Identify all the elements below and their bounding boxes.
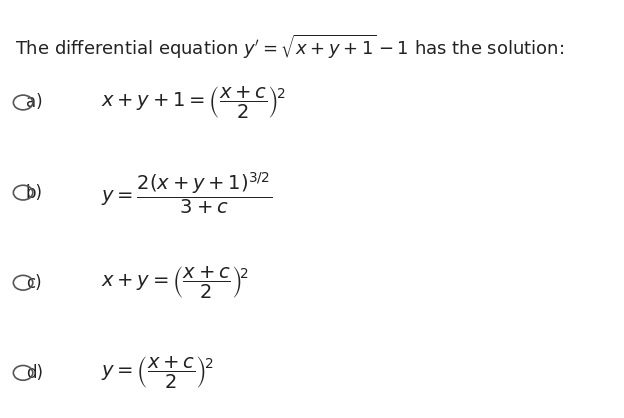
Text: $x + y + 1 = \left(\dfrac{x+c}{2}\right)^{\!2}$: $x + y + 1 = \left(\dfrac{x+c}{2}\right)… bbox=[102, 84, 286, 120]
Text: a): a) bbox=[26, 94, 42, 112]
Text: $x + y = \left(\dfrac{x+c}{2}\right)^{\!2}$: $x + y = \left(\dfrac{x+c}{2}\right)^{\!… bbox=[102, 265, 250, 301]
Text: The differential equation $y' = \sqrt{x+y+1} - 1$ has the solution:: The differential equation $y' = \sqrt{x+… bbox=[15, 33, 564, 61]
Text: b): b) bbox=[26, 184, 43, 201]
Text: d): d) bbox=[26, 364, 43, 382]
Text: c): c) bbox=[26, 274, 41, 292]
Text: $y = \left(\dfrac{x+c}{2}\right)^{\!2}$: $y = \left(\dfrac{x+c}{2}\right)^{\!2}$ bbox=[102, 355, 214, 391]
Text: $y = \dfrac{2(x+y+1)^{3/2}}{3+c}$: $y = \dfrac{2(x+y+1)^{3/2}}{3+c}$ bbox=[102, 170, 273, 216]
